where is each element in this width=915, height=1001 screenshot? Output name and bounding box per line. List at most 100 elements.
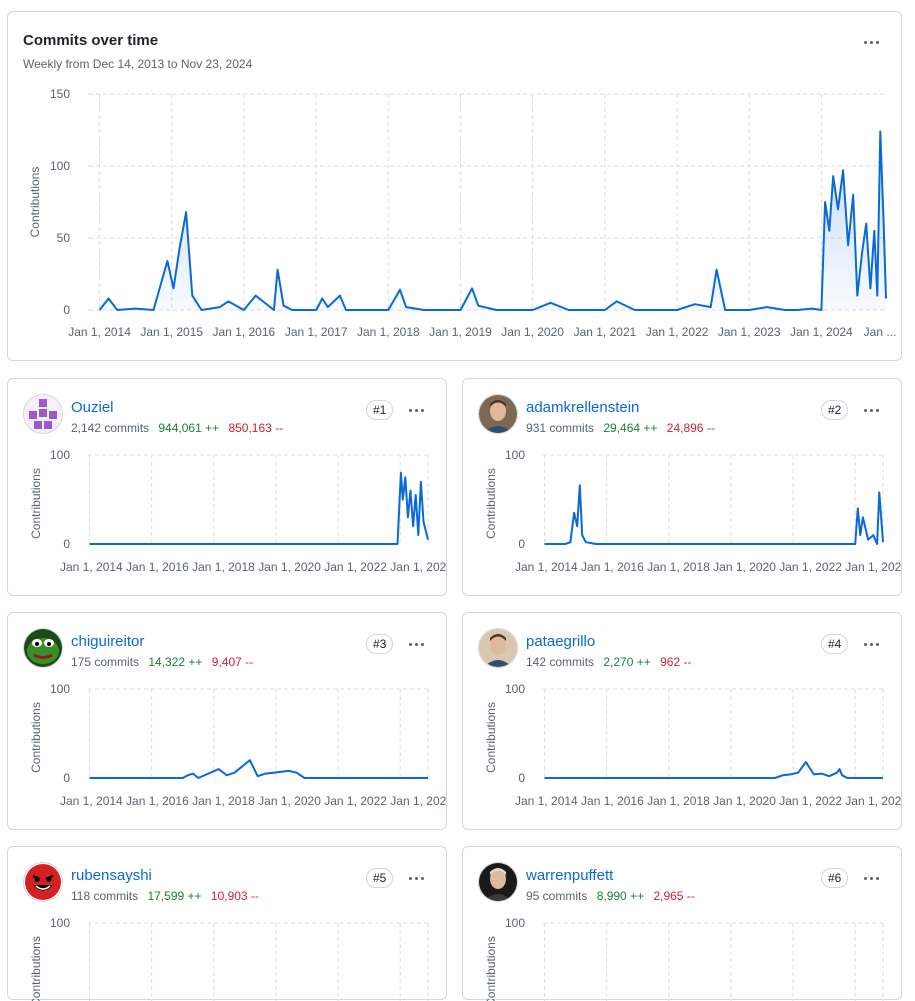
- deletions-count: 9,407 --: [211, 655, 254, 669]
- y-axis-label: Contributions: [29, 936, 43, 1001]
- avatar[interactable]: [23, 862, 63, 902]
- y-tick-label: 0: [63, 303, 70, 317]
- x-tick-label: Jan 1, 2020: [501, 325, 564, 339]
- y-tick-label: 0: [518, 771, 525, 785]
- rank-badge: #1: [366, 400, 394, 420]
- contributor-name-link[interactable]: pataegrillo: [526, 633, 596, 650]
- contributor-chart: 0 100 Contributions Jan 1, 2014 Jan 1, 2016…: [484, 682, 901, 808]
- x-tick-label: Jan 1, 2018: [357, 325, 420, 339]
- y-tick-label: 0: [63, 537, 70, 551]
- additions-count: 2,270 ++: [603, 655, 651, 669]
- y-axis-label: Contributions: [484, 936, 498, 1001]
- y-axis-label: Contributions: [484, 468, 498, 539]
- y-tick-label: 0: [63, 771, 70, 785]
- contributor-stats: 175 commits 14,322 ++ 9,407 --: [71, 655, 253, 669]
- x-tick-label: Jan 1, 2015: [140, 325, 203, 339]
- x-tick-label: Jan 1, 2023: [718, 325, 781, 339]
- contributor-name-link[interactable]: Ouziel: [71, 399, 114, 416]
- avatar[interactable]: [478, 394, 518, 434]
- contributor-options-button[interactable]: [405, 636, 427, 652]
- y-tick-label: 100: [50, 159, 70, 173]
- rank-badge: #4: [821, 634, 849, 654]
- contributor-stats: 95 commits 8,990 ++ 2,965 --: [526, 889, 695, 903]
- chart-title: Commits over time: [23, 32, 159, 49]
- y-tick-label: 150: [50, 87, 70, 101]
- avatar[interactable]: [478, 628, 518, 668]
- avatar[interactable]: [23, 628, 63, 668]
- x-tick-labels: Jan 1, 2014 Jan 1, 2016 Jan 1, 2018 Jan …: [515, 560, 901, 574]
- commit-count: 142 commits: [526, 655, 595, 669]
- y-tick-label: 100: [50, 682, 70, 696]
- series-line: [544, 761, 883, 779]
- y-axis-label: Contributions: [484, 702, 498, 773]
- contributor-stats: 142 commits 2,270 ++ 962 --: [526, 655, 691, 669]
- additions-count: 14,322 ++: [148, 655, 203, 669]
- rank-badge: #2: [821, 400, 849, 420]
- y-tick-label: 100: [50, 448, 70, 462]
- rank-badge: #6: [821, 868, 849, 888]
- additions-count: 29,464 ++: [603, 421, 658, 435]
- contributor-card: warrenpuffett 95 commits 8,990 ++ 2,965 …: [462, 846, 902, 1001]
- additions-count: 944,061 ++: [158, 421, 220, 435]
- contributor-stats: 2,142 commits 944,061 ++ 850,163 --: [71, 421, 283, 435]
- contributor-card: adamkrellenstein 931 commits 29,464 ++ 2…: [462, 378, 902, 596]
- x-tick-label: Jan 1, 2019: [429, 325, 492, 339]
- series-line: [89, 471, 429, 545]
- contributor-stats: 118 commits 17,599 ++ 10,903 --: [71, 889, 259, 903]
- y-axis-label: Contributions: [29, 702, 43, 773]
- contributor-options-button[interactable]: [405, 402, 427, 418]
- commit-count: 931 commits: [526, 421, 595, 435]
- contributor-name-link[interactable]: chiguireitor: [71, 633, 145, 650]
- deletions-count: 24,896 --: [666, 421, 715, 435]
- x-tick-label: Jan 1, 2022: [646, 325, 709, 339]
- x-tick-label: Jan 1, 2017: [285, 325, 348, 339]
- y-tick-label: 100: [50, 916, 70, 930]
- x-tick-labels: Jan 1, 2014 Jan 1, 2016 Jan 1, 2018 Jan …: [60, 794, 446, 808]
- y-axis-label: Contributions: [29, 468, 43, 539]
- x-tick-label: Jan 1, 2016: [212, 325, 275, 339]
- x-tick-labels: Jan 1, 2014 Jan 1, 2016 Jan 1, 2018 Jan …: [515, 794, 901, 808]
- series-line: [98, 130, 887, 311]
- contributor-card: pataegrillo 142 commits 2,270 ++ 962 -- …: [462, 612, 902, 830]
- additions-count: 17,599 ++: [147, 889, 202, 903]
- x-tick-label: Jan 1, 2021: [574, 325, 637, 339]
- chart-options-button[interactable]: [860, 34, 882, 50]
- deletions-count: 2,965 --: [653, 889, 695, 903]
- contributor-options-button[interactable]: [860, 402, 882, 418]
- rank-badge: #5: [366, 868, 394, 888]
- y-tick-label: 100: [505, 682, 525, 696]
- commit-count: 95 commits: [526, 889, 588, 903]
- contributor-options-button[interactable]: [405, 870, 427, 886]
- contributor-chart: 0 100 Contributions Jan 1, 2014 Jan 1, 2016…: [484, 448, 901, 574]
- contributor-card: Ouziel 2,142 commits 944,061 ++ 850,163 …: [7, 378, 447, 596]
- contributor-stats: 931 commits 29,464 ++ 24,896 --: [526, 421, 715, 435]
- x-tick-label: Jan ...: [864, 325, 897, 339]
- y-tick-label: 100: [505, 448, 525, 462]
- contributor-options-button[interactable]: [860, 636, 882, 652]
- rank-badge: #3: [366, 634, 394, 654]
- additions-count: 8,990 ++: [596, 889, 645, 903]
- commit-count: 2,142 commits: [71, 421, 150, 435]
- contributor-chart: 0 100 Contributions Jan 1, 2014 Jan 1, 2016…: [29, 682, 446, 808]
- commit-count: 175 commits: [71, 655, 140, 669]
- y-tick-label: 100: [505, 916, 525, 930]
- commit-count: 118 commits: [71, 889, 139, 903]
- commits-chart: 0 50 100 150 Jan 1, 2014 Jan 1, 2015 Jan 1, 20…: [28, 87, 897, 339]
- deletions-count: 10,903 --: [210, 889, 259, 903]
- contributor-options-button[interactable]: [860, 870, 882, 886]
- y-tick-label: 0: [518, 537, 525, 551]
- y-tick-label: 50: [57, 231, 71, 245]
- series-area: [99, 131, 887, 310]
- contributor-name-link[interactable]: rubensayshi: [71, 867, 152, 884]
- avatar[interactable]: [23, 394, 63, 434]
- contributor-name-link[interactable]: adamkrellenstein: [526, 399, 640, 416]
- contributor-name-link[interactable]: warrenpuffett: [526, 867, 614, 884]
- contributor-card: chiguireitor 175 commits 14,322 ++ 9,407…: [7, 612, 447, 830]
- series-line: [544, 484, 884, 545]
- chart-subtitle: Weekly from Dec 14, 2013 to Nov 23, 2024: [23, 57, 253, 71]
- avatar[interactable]: [478, 862, 518, 902]
- contributor-card: rubensayshi 118 commits 17,599 ++ 10,903…: [7, 846, 447, 1001]
